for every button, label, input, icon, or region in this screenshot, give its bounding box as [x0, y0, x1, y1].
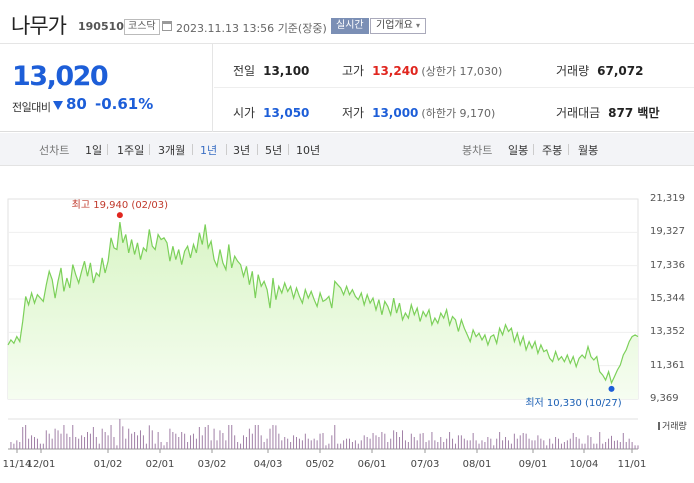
- x-tick-label: 04/03: [253, 459, 283, 470]
- tab-separator: [149, 144, 150, 155]
- tab-3month[interactable]: 3개월: [158, 144, 186, 157]
- tab-separator: [107, 144, 108, 155]
- stock-code: 190510: [78, 20, 124, 33]
- quote-panel: 13,020 전일대비 80 -0.61% 전일 13,100 고가 13,240(…: [0, 44, 694, 132]
- tab-5year[interactable]: 5년: [265, 144, 283, 157]
- tab-separator: [257, 144, 258, 155]
- tab-daily-candle[interactable]: 일봉: [508, 144, 529, 157]
- price-chart[interactable]: 거래량 21,319 19,327 17,336 15,344 13,352 11,361…: [0, 167, 694, 483]
- stock-name: 나무가: [11, 14, 67, 38]
- down-triangle-icon: [53, 101, 63, 110]
- realtime-button[interactable]: 실시간: [331, 18, 369, 34]
- market-badge: 코스닥: [124, 19, 160, 35]
- line-chart-label: 선차트: [39, 144, 70, 157]
- candle-chart-label: 봉차트: [462, 144, 493, 157]
- prev-close: 전일 13,100: [233, 64, 310, 78]
- price-area-fill: [8, 222, 638, 399]
- x-tick-label: 03/02: [197, 459, 227, 470]
- price-series-line: [7, 222, 639, 385]
- tab-1year[interactable]: 1년: [200, 144, 218, 157]
- tab-separator: [533, 144, 534, 155]
- y-tick-label: 21,319: [650, 193, 685, 204]
- volume: 거래량 67,072: [556, 64, 644, 78]
- y-tick-label: 11,361: [650, 359, 685, 371]
- timestamp: 2023.11.13 13:56 기준(장중): [176, 22, 327, 35]
- high-annotation: 최고 19,940 (02/03): [71, 200, 169, 212]
- change-percent: -0.61%: [95, 95, 154, 113]
- x-tick-label: 11/14: [2, 459, 32, 470]
- y-tick-label: 19,327: [650, 226, 685, 238]
- tab-3year[interactable]: 3년: [233, 144, 251, 157]
- x-tick-label: 06/01: [357, 459, 387, 470]
- tab-1day[interactable]: 1일: [85, 144, 103, 157]
- x-tick-label: 11/01: [617, 459, 647, 470]
- x-tick-label: 05/02: [305, 459, 335, 470]
- y-tick-label: 9,369: [650, 393, 679, 404]
- change-label: 전일대비: [12, 101, 51, 114]
- open-price: 시가 13,050: [233, 106, 310, 120]
- stock-header: 나무가 190510 코스닥 2023.11.13 13:56 기준(장중) 실…: [0, 0, 694, 44]
- tab-separator: [568, 144, 569, 155]
- change-value: 80: [66, 95, 87, 113]
- volume-bar-icon: [658, 422, 660, 430]
- low-annotation: 최저 10,330 (10/27): [525, 397, 622, 409]
- tab-1week[interactable]: 1주일: [117, 144, 145, 157]
- volume-legend: 거래량: [658, 419, 687, 432]
- calendar-icon: [162, 21, 172, 31]
- tab-weekly-candle[interactable]: 주봉: [542, 144, 563, 157]
- tab-separator: [288, 144, 289, 155]
- low-price: 저가 13,000 (하한가 9,170): [342, 106, 496, 120]
- tab-monthly-candle[interactable]: 월봉: [578, 144, 599, 157]
- x-tick-label: 09/01: [518, 459, 548, 470]
- row-divider: [214, 87, 694, 88]
- x-tick-label: 01/02: [93, 459, 123, 470]
- high-marker: [116, 212, 123, 219]
- x-tick-label: 12/01: [26, 459, 56, 470]
- y-tick-label: 17,336: [650, 259, 685, 271]
- y-tick-label: 15,344: [650, 293, 685, 304]
- price-box: 13,020 전일대비 80 -0.61%: [0, 44, 213, 132]
- current-price: 13,020: [12, 61, 109, 92]
- tab-separator: [226, 144, 227, 155]
- x-tick-label: 02/01: [145, 459, 175, 470]
- x-tick-label: 07/03: [410, 459, 440, 470]
- x-tick-label: 08/01: [462, 459, 492, 470]
- trade-amount: 거래대금 877 백만: [556, 106, 660, 120]
- chevron-down-icon: ▾: [416, 21, 421, 30]
- low-marker: [608, 385, 615, 392]
- period-tabs: 선차트 1일 1주일 3개월 1년 3년 5년 10년 봉차트 일봉 주봉 월봉: [0, 133, 694, 166]
- y-tick-label: 13,352: [650, 326, 685, 338]
- high-price: 고가 13,240 (상한가 17,030): [342, 64, 503, 78]
- tab-separator: [192, 144, 193, 155]
- price-chart-svg: [7, 198, 639, 453]
- company-summary-dropdown[interactable]: 기업개요 ▾: [370, 18, 427, 34]
- tab-10year[interactable]: 10년: [296, 144, 321, 157]
- x-tick-label: 10/04: [569, 459, 599, 470]
